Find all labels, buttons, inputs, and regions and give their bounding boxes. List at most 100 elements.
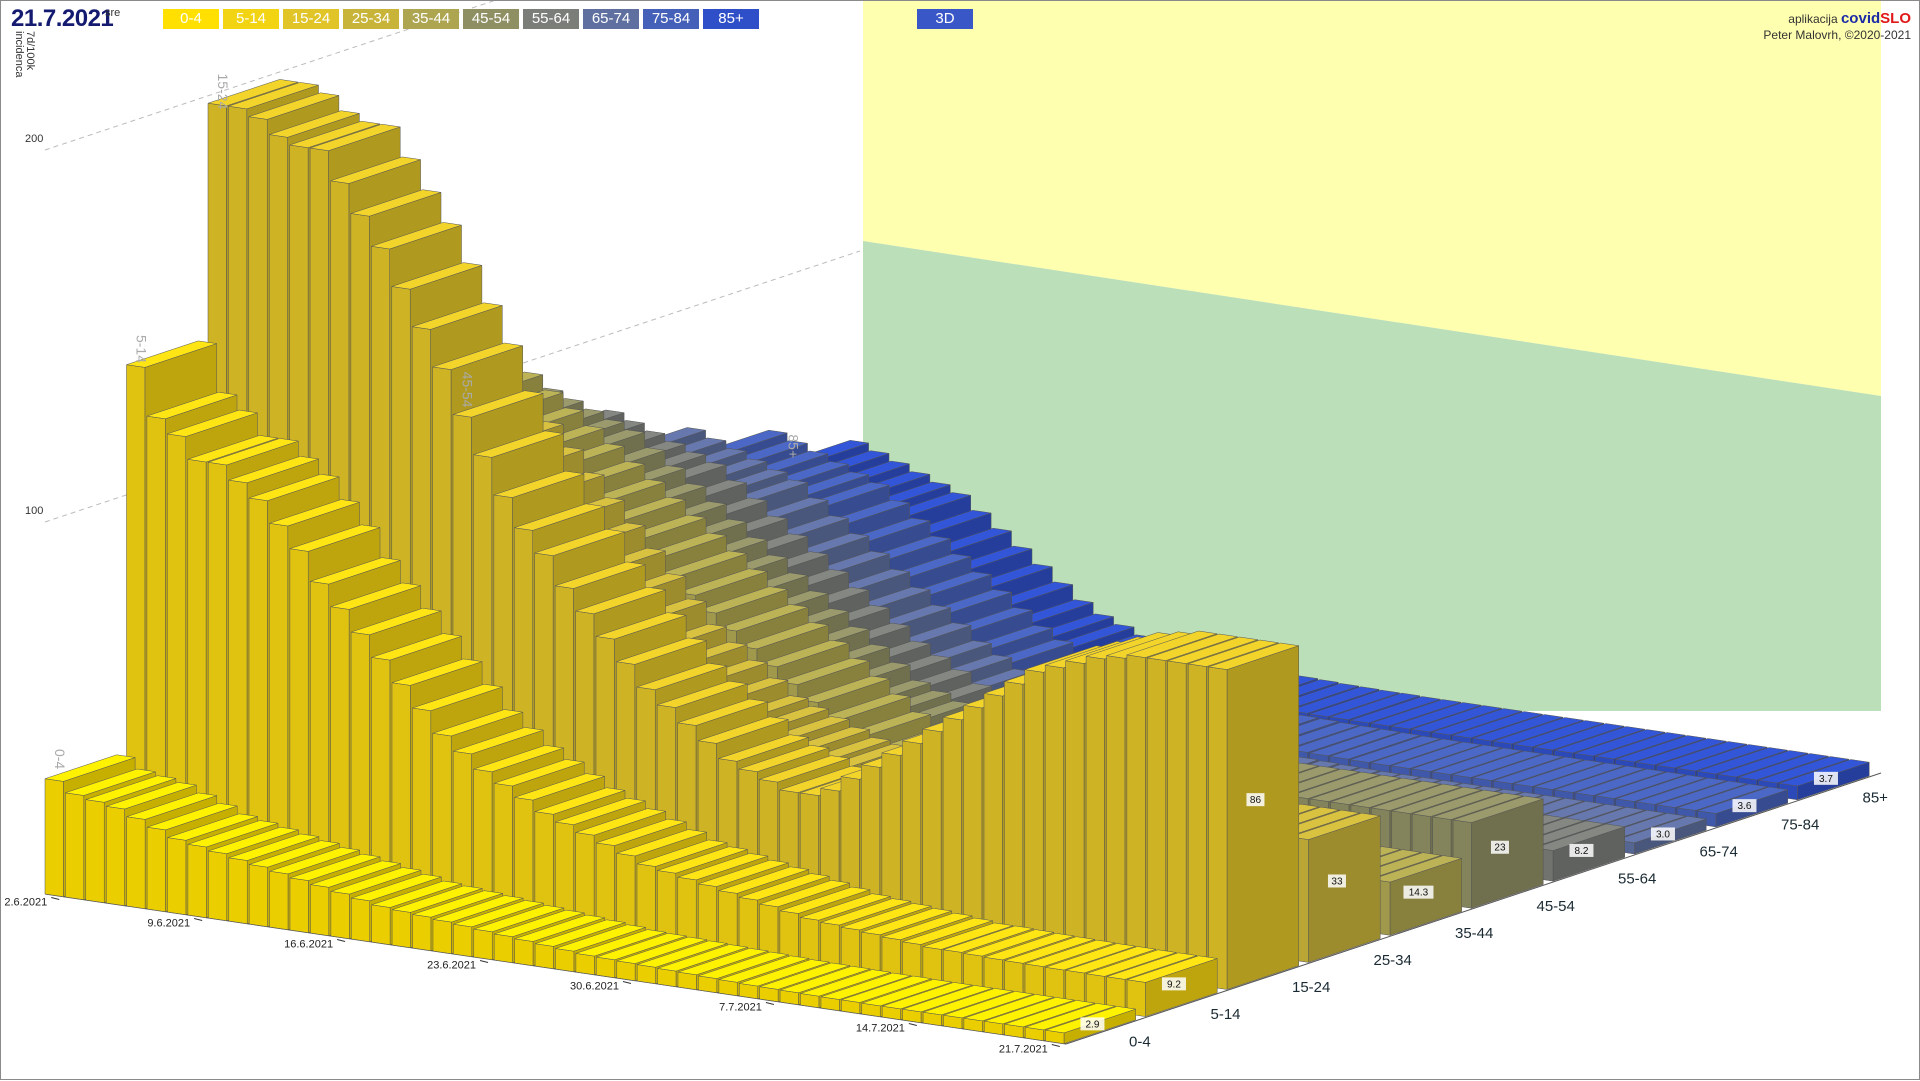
bar-front-0-23 xyxy=(514,938,534,966)
bar-top-8-34 xyxy=(1391,741,1482,769)
bar-top-2-22 xyxy=(657,680,748,708)
bar-top-1-24 xyxy=(616,829,707,857)
bar-top-2-11 xyxy=(432,342,523,370)
bar-top-0-13 xyxy=(310,860,401,888)
bar-top-2-25 xyxy=(718,734,809,762)
value-label-2: 86 xyxy=(1250,795,1262,806)
toggle-3d-button[interactable]: 3D xyxy=(917,9,973,29)
bar-top-1-45 xyxy=(1045,943,1136,971)
bar-top-3-49 xyxy=(1290,812,1381,840)
age-group-legend: 0-4 5-14 15-24 25-34 35-44 45-54 55-64 6… xyxy=(163,9,759,29)
bar-top-2-20 xyxy=(616,637,707,665)
bar-top-8-44 xyxy=(1595,771,1686,799)
legend-item-55-64[interactable]: 55-64 xyxy=(523,9,579,29)
bar-top-1-46 xyxy=(1065,946,1156,974)
bar-top-0-42 xyxy=(902,985,993,1013)
bar-top-1-44 xyxy=(1024,939,1116,967)
value-label-4: 14.3 xyxy=(1409,888,1429,899)
bar-top-2-13 xyxy=(473,430,564,458)
date-tick-label-3: 23.6.2021 xyxy=(427,960,476,972)
date-tick-label-5: 7.7.2021 xyxy=(719,1002,762,1014)
bar-front-0-8 xyxy=(208,850,227,921)
weekday-label: sre xyxy=(105,7,121,19)
bar-top-9-33 xyxy=(1452,711,1543,739)
legend-item-25-34[interactable]: 25-34 xyxy=(343,9,399,29)
bar-top-9-32 xyxy=(1431,708,1523,736)
bar-front-0-25 xyxy=(555,948,575,972)
bar-front-2-44 xyxy=(1106,655,1126,975)
gridline-100 xyxy=(44,250,861,523)
bar-top-0-25 xyxy=(555,924,646,952)
bar-top-2-19 xyxy=(595,612,687,640)
bar-top-4-19 xyxy=(758,639,850,667)
legend-item-0-4[interactable]: 0-4 xyxy=(163,9,219,29)
bar-top-8-42 xyxy=(1554,765,1645,793)
bar-top-1-20 xyxy=(534,787,626,815)
bar-top-9-25 xyxy=(1288,686,1380,714)
bar-top-0-21 xyxy=(473,905,564,933)
date-tick-mark-6 xyxy=(908,1023,917,1026)
value-label-bg-2 xyxy=(1246,793,1265,807)
legend-item-65-74[interactable]: 65-74 xyxy=(583,9,639,29)
bar-top-9-26 xyxy=(1309,689,1400,717)
value-label-7: 3.0 xyxy=(1656,829,1670,840)
date-tick-label-7: 21.7.2021 xyxy=(999,1044,1048,1056)
bar-front-0-22 xyxy=(493,933,513,963)
bar-top-2-3 xyxy=(269,110,360,138)
bar-top-5-49 xyxy=(1453,795,1544,823)
bar-top-1-17 xyxy=(473,745,564,773)
app-credit: aplikacija covidSLO Peter Malovrh, ©2020… xyxy=(1763,11,1911,43)
bar-front-0-16 xyxy=(371,904,391,945)
date-tick-mark-5 xyxy=(765,1002,775,1005)
bar-front-0-13 xyxy=(310,884,330,936)
legend-item-45-54[interactable]: 45-54 xyxy=(463,9,519,29)
bar-top-1-10 xyxy=(330,582,421,610)
date-tick-label-1: 9.6.2021 xyxy=(147,918,190,930)
value-label-bg-8 xyxy=(1732,799,1757,813)
bg-panel-top xyxy=(863,1,1881,396)
legend-item-5-14[interactable]: 5-14 xyxy=(223,9,279,29)
bar-top-0-12 xyxy=(289,853,381,881)
bar-top-1-3 xyxy=(187,435,278,463)
bar-front-0-26 xyxy=(575,953,595,975)
legend-item-15-24[interactable]: 15-24 xyxy=(283,9,339,29)
y-tick-200: 200 xyxy=(25,133,44,145)
bar-top-8-45 xyxy=(1615,774,1707,802)
bar-top-2-2 xyxy=(248,92,339,120)
bar-front-0-19 xyxy=(432,919,452,954)
bar-front-0-10 xyxy=(248,864,268,927)
legend-item-85plus[interactable]: 85+ xyxy=(703,9,759,29)
bar-top-0-14 xyxy=(330,867,422,895)
bar-top-1-42 xyxy=(984,933,1075,961)
date-tick-label-0: 2.6.2021 xyxy=(4,897,47,909)
bar-top-1-15 xyxy=(432,709,523,737)
bar-front-0-0 xyxy=(44,778,64,897)
bar-top-2-12 xyxy=(452,390,544,418)
legend-item-75-84[interactable]: 75-84 xyxy=(643,9,699,29)
bar-top-1-32 xyxy=(779,886,871,914)
bar-top-9-34 xyxy=(1472,714,1563,742)
bar-front-0-14 xyxy=(330,891,350,939)
value-label-bg-6 xyxy=(1569,843,1594,857)
date-tick-label-2: 16.6.2021 xyxy=(284,939,333,951)
bar-top-0-22 xyxy=(494,909,585,937)
bar-top-8-37 xyxy=(1452,750,1543,778)
bar-top-0-38 xyxy=(820,972,912,1000)
bar-top-1-16 xyxy=(453,727,544,755)
bar-top-2-21 xyxy=(636,662,727,690)
bar-top-1-0 xyxy=(126,340,217,368)
bar-top-9-46 xyxy=(1717,750,1808,778)
bar-top-8-31 xyxy=(1329,732,1421,760)
bar-top-9-47 xyxy=(1738,753,1829,781)
bar-front-0-27 xyxy=(596,956,615,978)
bar-top-8-43 xyxy=(1575,768,1666,796)
group-axis-label-8: 75-84 xyxy=(1781,816,1819,833)
bar-top-0-48 xyxy=(1025,1003,1116,1031)
bar-front-2-49 xyxy=(1208,666,1228,990)
legend-item-35-44[interactable]: 35-44 xyxy=(403,9,459,29)
bar-top-1-22 xyxy=(575,808,666,836)
bar-top-1-21 xyxy=(555,797,646,825)
bar-front-0-11 xyxy=(269,870,289,930)
bar-top-9-48 xyxy=(1758,756,1849,784)
